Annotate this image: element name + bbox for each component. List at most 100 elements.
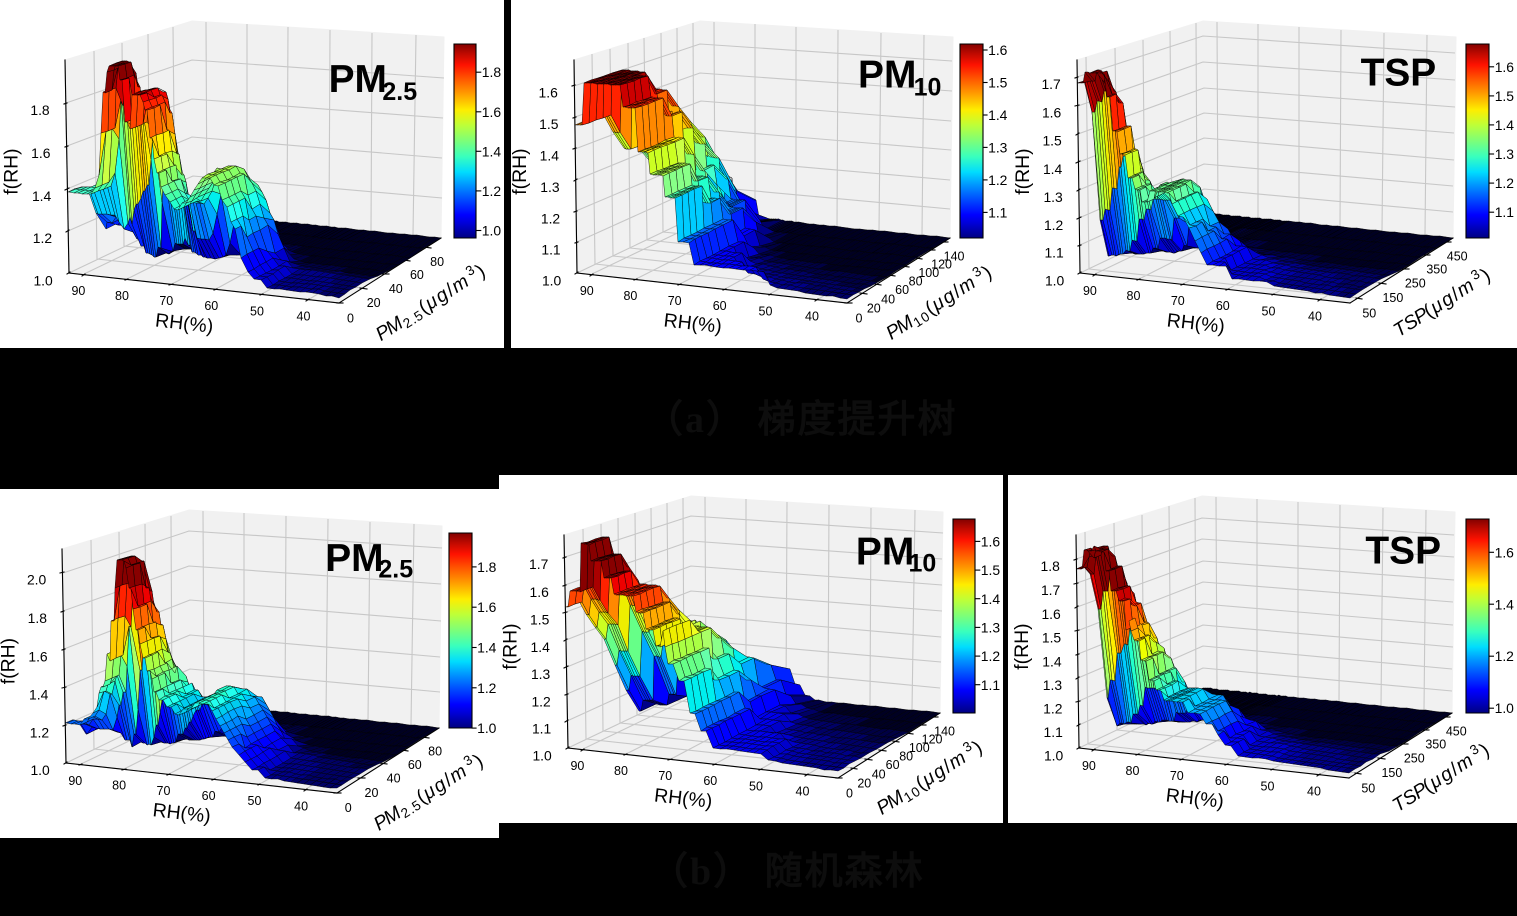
svg-text:10: 10	[914, 74, 942, 102]
svg-text:f(RH): f(RH)	[511, 148, 531, 194]
svg-text:1.1: 1.1	[981, 677, 1001, 693]
svg-text:40: 40	[1308, 310, 1322, 324]
svg-text:1.2: 1.2	[1495, 648, 1515, 664]
svg-text:80: 80	[112, 779, 126, 793]
svg-text:40: 40	[796, 785, 810, 799]
svg-text:1.6: 1.6	[28, 648, 48, 664]
svg-text:40: 40	[389, 282, 403, 296]
svg-text:20: 20	[367, 296, 381, 310]
svg-text:50: 50	[250, 304, 264, 318]
svg-text:1.6: 1.6	[988, 42, 1008, 58]
svg-text:1.6: 1.6	[539, 84, 559, 100]
svg-text:1.0: 1.0	[1495, 700, 1515, 716]
svg-text:70: 70	[159, 294, 173, 308]
svg-text:80: 80	[614, 764, 628, 778]
svg-text:70: 70	[1171, 294, 1185, 308]
svg-text:1.6: 1.6	[477, 599, 497, 615]
svg-text:1.5: 1.5	[539, 116, 559, 132]
svg-text:60: 60	[895, 283, 909, 297]
svg-text:f(RH): f(RH)	[1, 148, 23, 194]
svg-text:1.6: 1.6	[1041, 606, 1061, 622]
svg-text:120: 120	[931, 258, 952, 272]
svg-text:1.0: 1.0	[477, 720, 497, 736]
svg-text:50: 50	[759, 304, 773, 318]
svg-text:0: 0	[345, 801, 352, 815]
svg-text:2.5: 2.5	[378, 556, 413, 584]
svg-text:140: 140	[934, 724, 955, 738]
svg-text:1.7: 1.7	[1041, 76, 1061, 92]
svg-text:1.5: 1.5	[1042, 133, 1062, 149]
svg-text:1.1: 1.1	[541, 241, 561, 257]
svg-text:1.4: 1.4	[477, 640, 497, 656]
svg-text:90: 90	[580, 284, 594, 298]
svg-text:60: 60	[1215, 774, 1229, 788]
svg-text:80: 80	[899, 749, 913, 763]
svg-text:1.6: 1.6	[31, 145, 51, 161]
svg-text:350: 350	[1426, 263, 1447, 277]
svg-text:1.2: 1.2	[30, 724, 50, 740]
svg-text:TSP: TSP	[1361, 51, 1437, 94]
svg-text:f(RH): f(RH)	[0, 638, 20, 684]
svg-text:f(RH): f(RH)	[1011, 623, 1033, 669]
svg-text:60: 60	[713, 299, 727, 313]
svg-text:1.3: 1.3	[1495, 146, 1515, 162]
svg-text:1.4: 1.4	[1042, 653, 1062, 669]
svg-text:f(RH): f(RH)	[1012, 148, 1034, 194]
svg-text:1.6: 1.6	[530, 584, 550, 600]
svg-text:1.4: 1.4	[531, 639, 551, 655]
svg-text:90: 90	[570, 759, 584, 773]
svg-text:1.2: 1.2	[1495, 175, 1515, 191]
svg-text:60: 60	[410, 268, 424, 282]
svg-text:1.5: 1.5	[1495, 88, 1515, 104]
svg-text:1.2: 1.2	[33, 230, 53, 246]
svg-text:1.2: 1.2	[1044, 217, 1064, 233]
svg-text:80: 80	[1126, 764, 1140, 778]
svg-text:TSPμgm(/)3: TSPμgm(/)3	[1387, 737, 1493, 817]
svg-text:1.0: 1.0	[542, 272, 562, 288]
svg-text:1.8: 1.8	[1041, 558, 1061, 574]
svg-text:1.0: 1.0	[30, 762, 50, 778]
svg-text:PM: PM	[856, 530, 914, 573]
svg-text:450: 450	[1446, 724, 1467, 738]
svg-text:1.2: 1.2	[482, 183, 502, 199]
svg-text:1.5: 1.5	[981, 562, 1001, 578]
svg-text:120: 120	[922, 733, 943, 747]
svg-text:1.4: 1.4	[1043, 161, 1063, 177]
svg-text:70: 70	[658, 769, 672, 783]
svg-text:1.3: 1.3	[981, 619, 1001, 635]
svg-text:60: 60	[703, 774, 717, 788]
svg-text:40: 40	[1307, 785, 1321, 799]
svg-text:450: 450	[1447, 249, 1468, 263]
svg-text:80: 80	[1127, 289, 1141, 303]
svg-text:1.5: 1.5	[988, 75, 1008, 91]
svg-text:1.1: 1.1	[1044, 245, 1064, 261]
svg-text:1.7: 1.7	[529, 556, 549, 572]
svg-text:1.0: 1.0	[1045, 272, 1065, 288]
svg-text:50: 50	[1362, 307, 1376, 321]
svg-text:1.8: 1.8	[482, 64, 502, 80]
svg-text:1.0: 1.0	[1044, 747, 1064, 763]
svg-text:20: 20	[857, 777, 871, 791]
svg-text:1.1: 1.1	[532, 720, 552, 736]
svg-text:90: 90	[1082, 759, 1096, 773]
svg-text:1.2: 1.2	[531, 693, 551, 709]
svg-text:1.6: 1.6	[981, 534, 1001, 550]
svg-text:PM: PM	[858, 54, 916, 97]
svg-text:1.5: 1.5	[530, 611, 550, 627]
svg-text:1.8: 1.8	[477, 559, 497, 575]
svg-text:1.3: 1.3	[988, 140, 1008, 156]
svg-text:1.3: 1.3	[1043, 189, 1063, 205]
svg-text:80: 80	[428, 745, 442, 759]
svg-text:20: 20	[365, 786, 379, 800]
svg-text:1.7: 1.7	[1041, 582, 1061, 598]
svg-text:140: 140	[944, 249, 965, 263]
svg-text:1.6: 1.6	[1495, 59, 1515, 75]
svg-text:60: 60	[408, 758, 422, 772]
svg-text:50: 50	[1361, 782, 1375, 796]
svg-text:1.4: 1.4	[32, 188, 52, 204]
svg-text:1.0: 1.0	[532, 747, 552, 763]
svg-text:1.1: 1.1	[1495, 204, 1515, 220]
svg-text:1.4: 1.4	[29, 687, 49, 703]
svg-text:60: 60	[202, 789, 216, 803]
svg-text:1.2: 1.2	[541, 210, 561, 226]
